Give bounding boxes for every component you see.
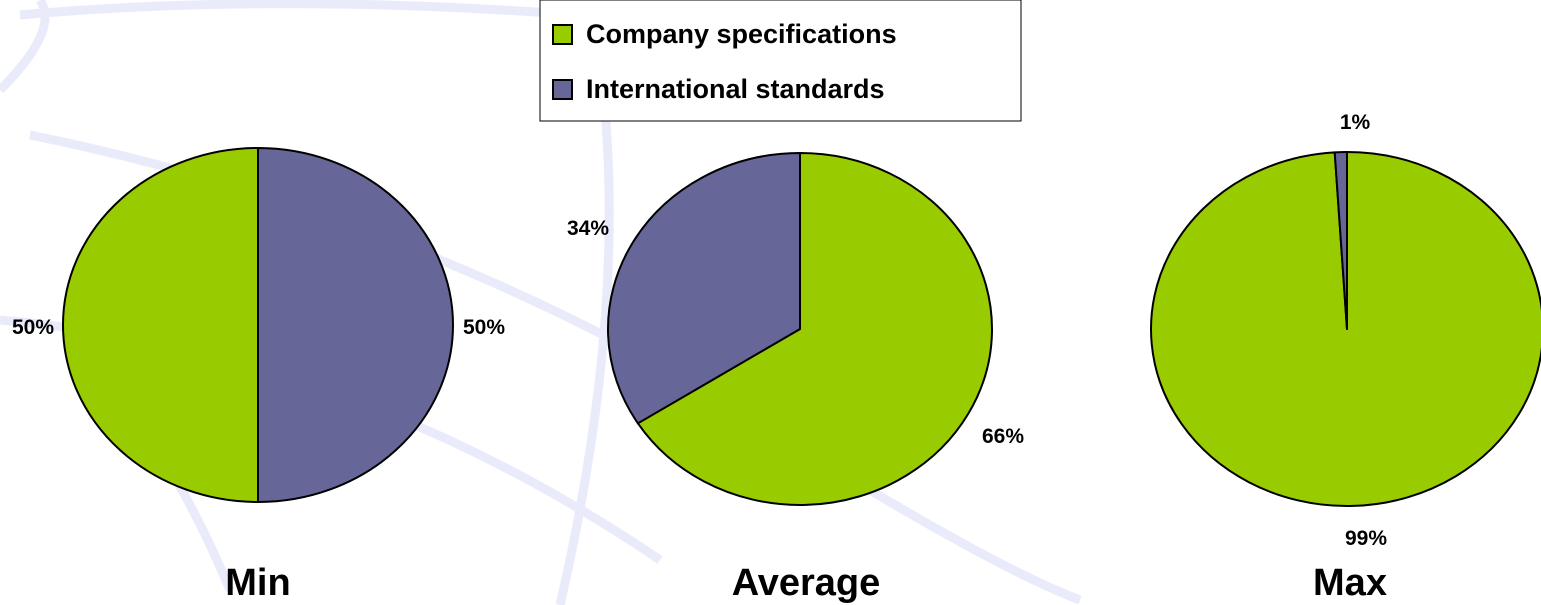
legend: Company specifications International sta… [539,0,1022,122]
pie-title-min: Min [225,562,290,604]
legend-frame [539,0,1022,122]
slice-data-label: 1% [1340,111,1371,134]
background-arc [0,0,50,94]
pie-title-max: Max [1313,562,1387,604]
slice-data-label: 99% [1345,527,1387,550]
legend-swatch-company-specifications [552,24,573,45]
slice-data-label: 34% [567,217,609,240]
pie-slice-company-specifications [62,147,259,503]
legend-label-company-specifications: Company specifications [586,19,897,49]
pie-chart-min: 50% 50% [12,147,505,503]
slice-data-label: 66% [982,425,1024,448]
pie-slice-company-specifications [636,152,993,506]
slice-data-label: 50% [463,316,505,339]
pie-slice-international-standards [607,152,801,425]
pie-chart-average: 66% 34% [567,152,1024,506]
pie-title-average: Average [732,562,881,604]
slice-data-label: 50% [12,316,54,339]
legend-label-international-standards: International standards [586,74,885,104]
legend-swatch-international-standards [552,79,573,100]
pie-chart-max: 99% 1% [1150,111,1541,550]
pie-slice-international-standards [1333,151,1348,330]
pie-slice-international-standards [257,147,454,503]
